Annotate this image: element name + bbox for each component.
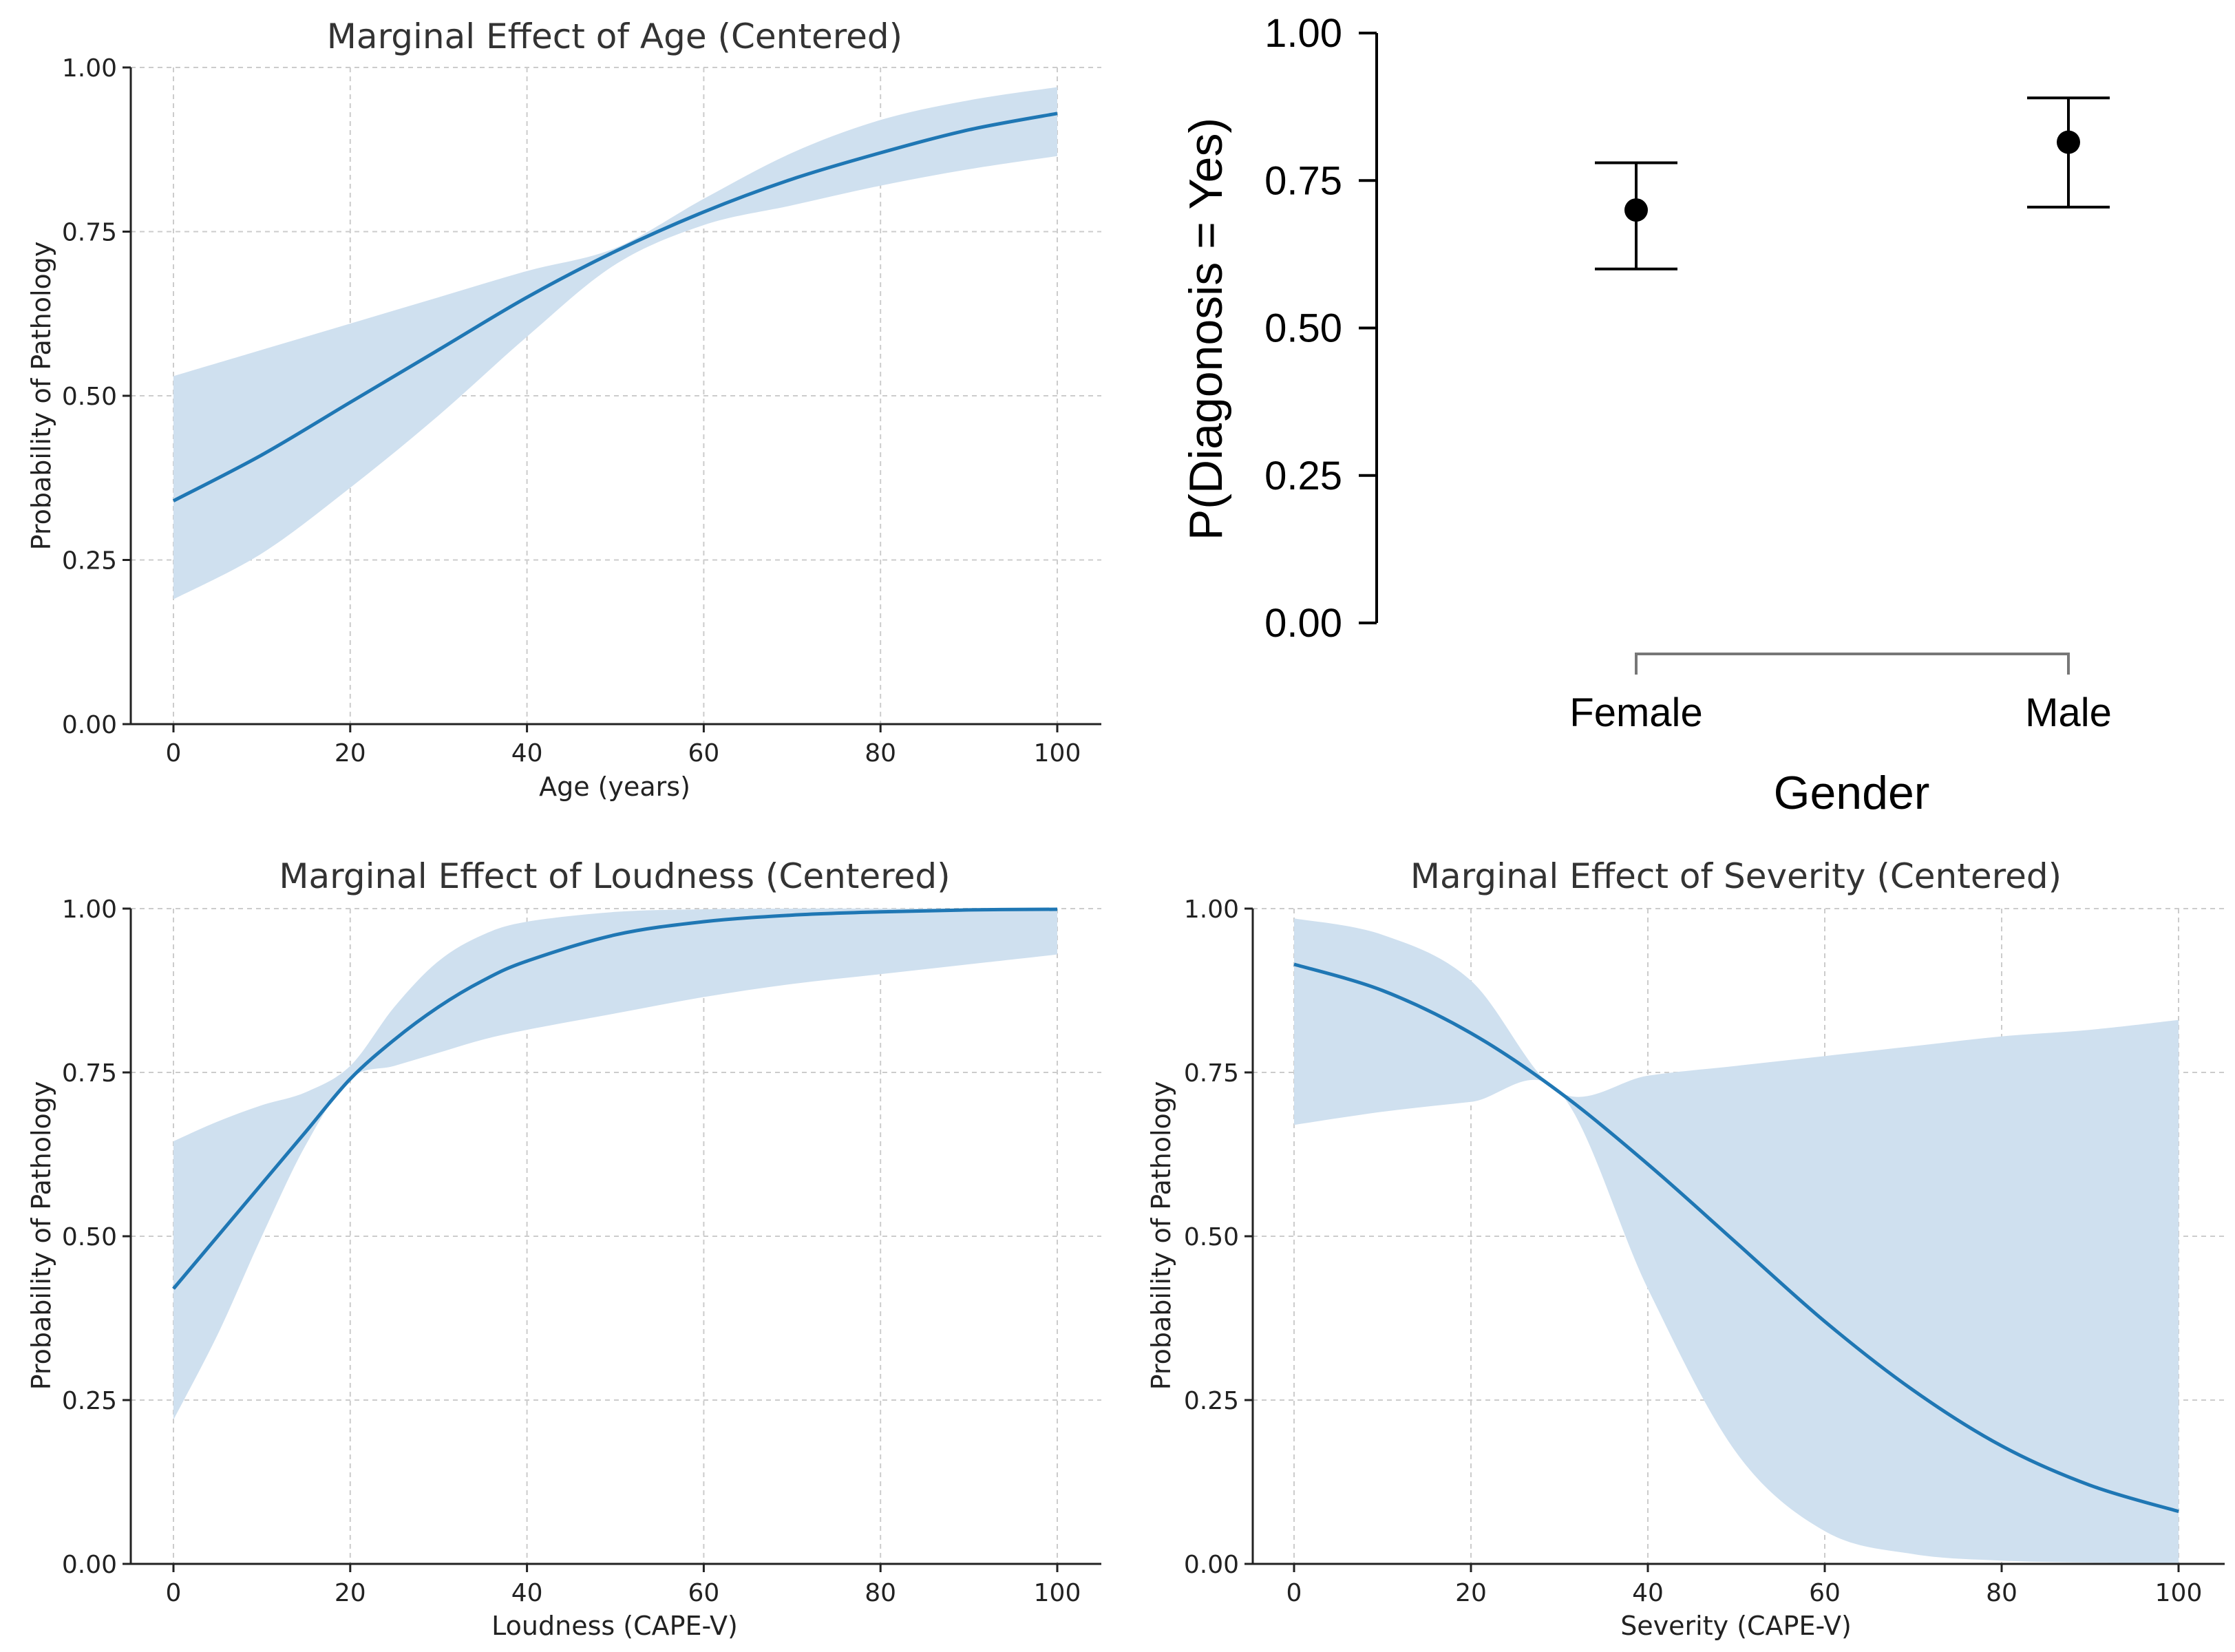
severity-xtick-label-20: 20 xyxy=(1455,1579,1487,1607)
loudness-ticks: 0 20 40 60 80 100 0.00 0.25 0.50 0.75 1.00 xyxy=(62,896,1081,1607)
age-ci-band xyxy=(173,87,1057,600)
severity-xtick-label-100: 100 xyxy=(2155,1579,2203,1607)
loudness-title: Marginal Effect of Loudness (Centered) xyxy=(279,856,950,896)
panel-loudness: 0 20 40 60 80 100 0.00 0.25 0.50 0.75 1.00 Margina… xyxy=(26,856,1101,1641)
severity-xtick-label-40: 40 xyxy=(1632,1579,1664,1607)
severity-title: Marginal Effect of Severity (Centered) xyxy=(1410,856,2062,896)
age-y-label: Probability of Pathology xyxy=(26,242,56,551)
severity-ytick-label-0.25: 0.25 xyxy=(1184,1387,1239,1415)
severity-xtick-label-60: 60 xyxy=(1809,1579,1841,1607)
gender-estimates xyxy=(1595,96,2110,271)
loudness-xtick-label-60: 60 xyxy=(688,1579,719,1607)
loudness-ytick-label-0.00: 0.00 xyxy=(62,1551,117,1579)
female-estimate-point xyxy=(1624,198,1648,222)
loudness-ytick-label-0.50: 0.50 xyxy=(62,1223,117,1251)
age-gridlines xyxy=(131,67,1101,725)
age-ytick-label-0.75: 0.75 xyxy=(62,219,117,247)
loudness-y-label: Probability of Pathology xyxy=(26,1081,56,1390)
severity-ytick-label-1.00: 1.00 xyxy=(1184,896,1239,924)
loudness-xtick-label-0: 0 xyxy=(166,1579,182,1607)
loudness-ci-band xyxy=(173,908,1057,1420)
age-probability-line xyxy=(172,112,1058,502)
male-estimate-point xyxy=(2057,130,2080,154)
severity-xtick-label-0: 0 xyxy=(1286,1579,1302,1607)
severity-ytick-label-0.50: 0.50 xyxy=(1184,1223,1239,1251)
age-xtick-label-20: 20 xyxy=(335,739,366,767)
gender-ytick-label-0.75: 0.75 xyxy=(1264,158,1342,203)
age-xtick-label-80: 80 xyxy=(865,739,896,767)
loudness-xtick-label-100: 100 xyxy=(1034,1579,1081,1607)
loudness-ytick-label-1.00: 1.00 xyxy=(62,896,117,924)
age-x-label: Age (years) xyxy=(539,772,690,802)
age-ytick-label-0.25: 0.25 xyxy=(62,547,117,575)
age-title: Marginal Effect of Age (Centered) xyxy=(327,17,902,56)
gender-ytick-label-1.00: 1.00 xyxy=(1264,11,1342,56)
gender-ticks: 0.00 0.25 0.50 0.75 1.00 Female Male xyxy=(1264,11,2112,735)
severity-xtick-label-80: 80 xyxy=(1986,1579,2017,1607)
severity-x-label: Severity (CAPE-V) xyxy=(1620,1611,1852,1641)
loudness-xtick-label-20: 20 xyxy=(335,1579,366,1607)
gender-ytick-label-0.50: 0.50 xyxy=(1264,306,1342,351)
loudness-ytick-label-0.25: 0.25 xyxy=(62,1387,117,1415)
gender-ytick-label-0.00: 0.00 xyxy=(1264,601,1342,646)
gender-ytick-label-0.25: 0.25 xyxy=(1264,454,1342,498)
severity-probability-line xyxy=(1293,962,2179,1514)
loudness-xtick-label-40: 40 xyxy=(511,1579,543,1607)
loudness-ytick-label-0.75: 0.75 xyxy=(62,1059,117,1088)
age-ytick-label-1.00: 1.00 xyxy=(62,54,117,83)
loudness-xtick-label-80: 80 xyxy=(865,1579,896,1607)
gender-y-label: P(Diagonosis = Yes) xyxy=(1180,118,1232,540)
gender-xtick-label-female: Female xyxy=(1569,690,1702,735)
age-ytick-label-0.50: 0.50 xyxy=(62,383,117,411)
gender-xtick-label-male: Male xyxy=(2025,690,2112,735)
panel-gender: 0.00 0.25 0.50 0.75 1.00 Female Male Gender P(… xyxy=(1180,11,2112,819)
severity-y-label: Probability of Pathology xyxy=(1146,1081,1176,1390)
severity-ytick-label-0.00: 0.00 xyxy=(1184,1551,1239,1579)
panel-severity: 0 20 40 60 80 100 0.00 0.25 0.50 0.75 1.00 Margina… xyxy=(1146,856,2225,1641)
age-xtick-label-40: 40 xyxy=(511,739,543,767)
gender-x-label: Gender xyxy=(1774,767,1930,819)
loudness-probability-line xyxy=(172,907,1058,1290)
severity-ytick-label-0.75: 0.75 xyxy=(1184,1059,1239,1088)
age-xtick-label-60: 60 xyxy=(688,739,719,767)
gender-x-axis xyxy=(1635,653,2070,675)
loudness-x-label: Loudness (CAPE-V) xyxy=(491,1611,738,1641)
age-xtick-label-100: 100 xyxy=(1034,739,1081,767)
age-xtick-label-0: 0 xyxy=(166,739,182,767)
severity-ticks: 0 20 40 60 80 100 0.00 0.25 0.50 0.75 1.00 xyxy=(1184,896,2203,1607)
age-ytick-label-0.00: 0.00 xyxy=(62,711,117,739)
age-ticks: 0 20 40 60 80 100 0.00 0.25 0.50 0.75 1.00 xyxy=(62,54,1081,767)
panel-age: 0 20 40 60 80 100 0.00 0.25 0.50 0.75 1.00 Margina… xyxy=(26,17,1101,802)
